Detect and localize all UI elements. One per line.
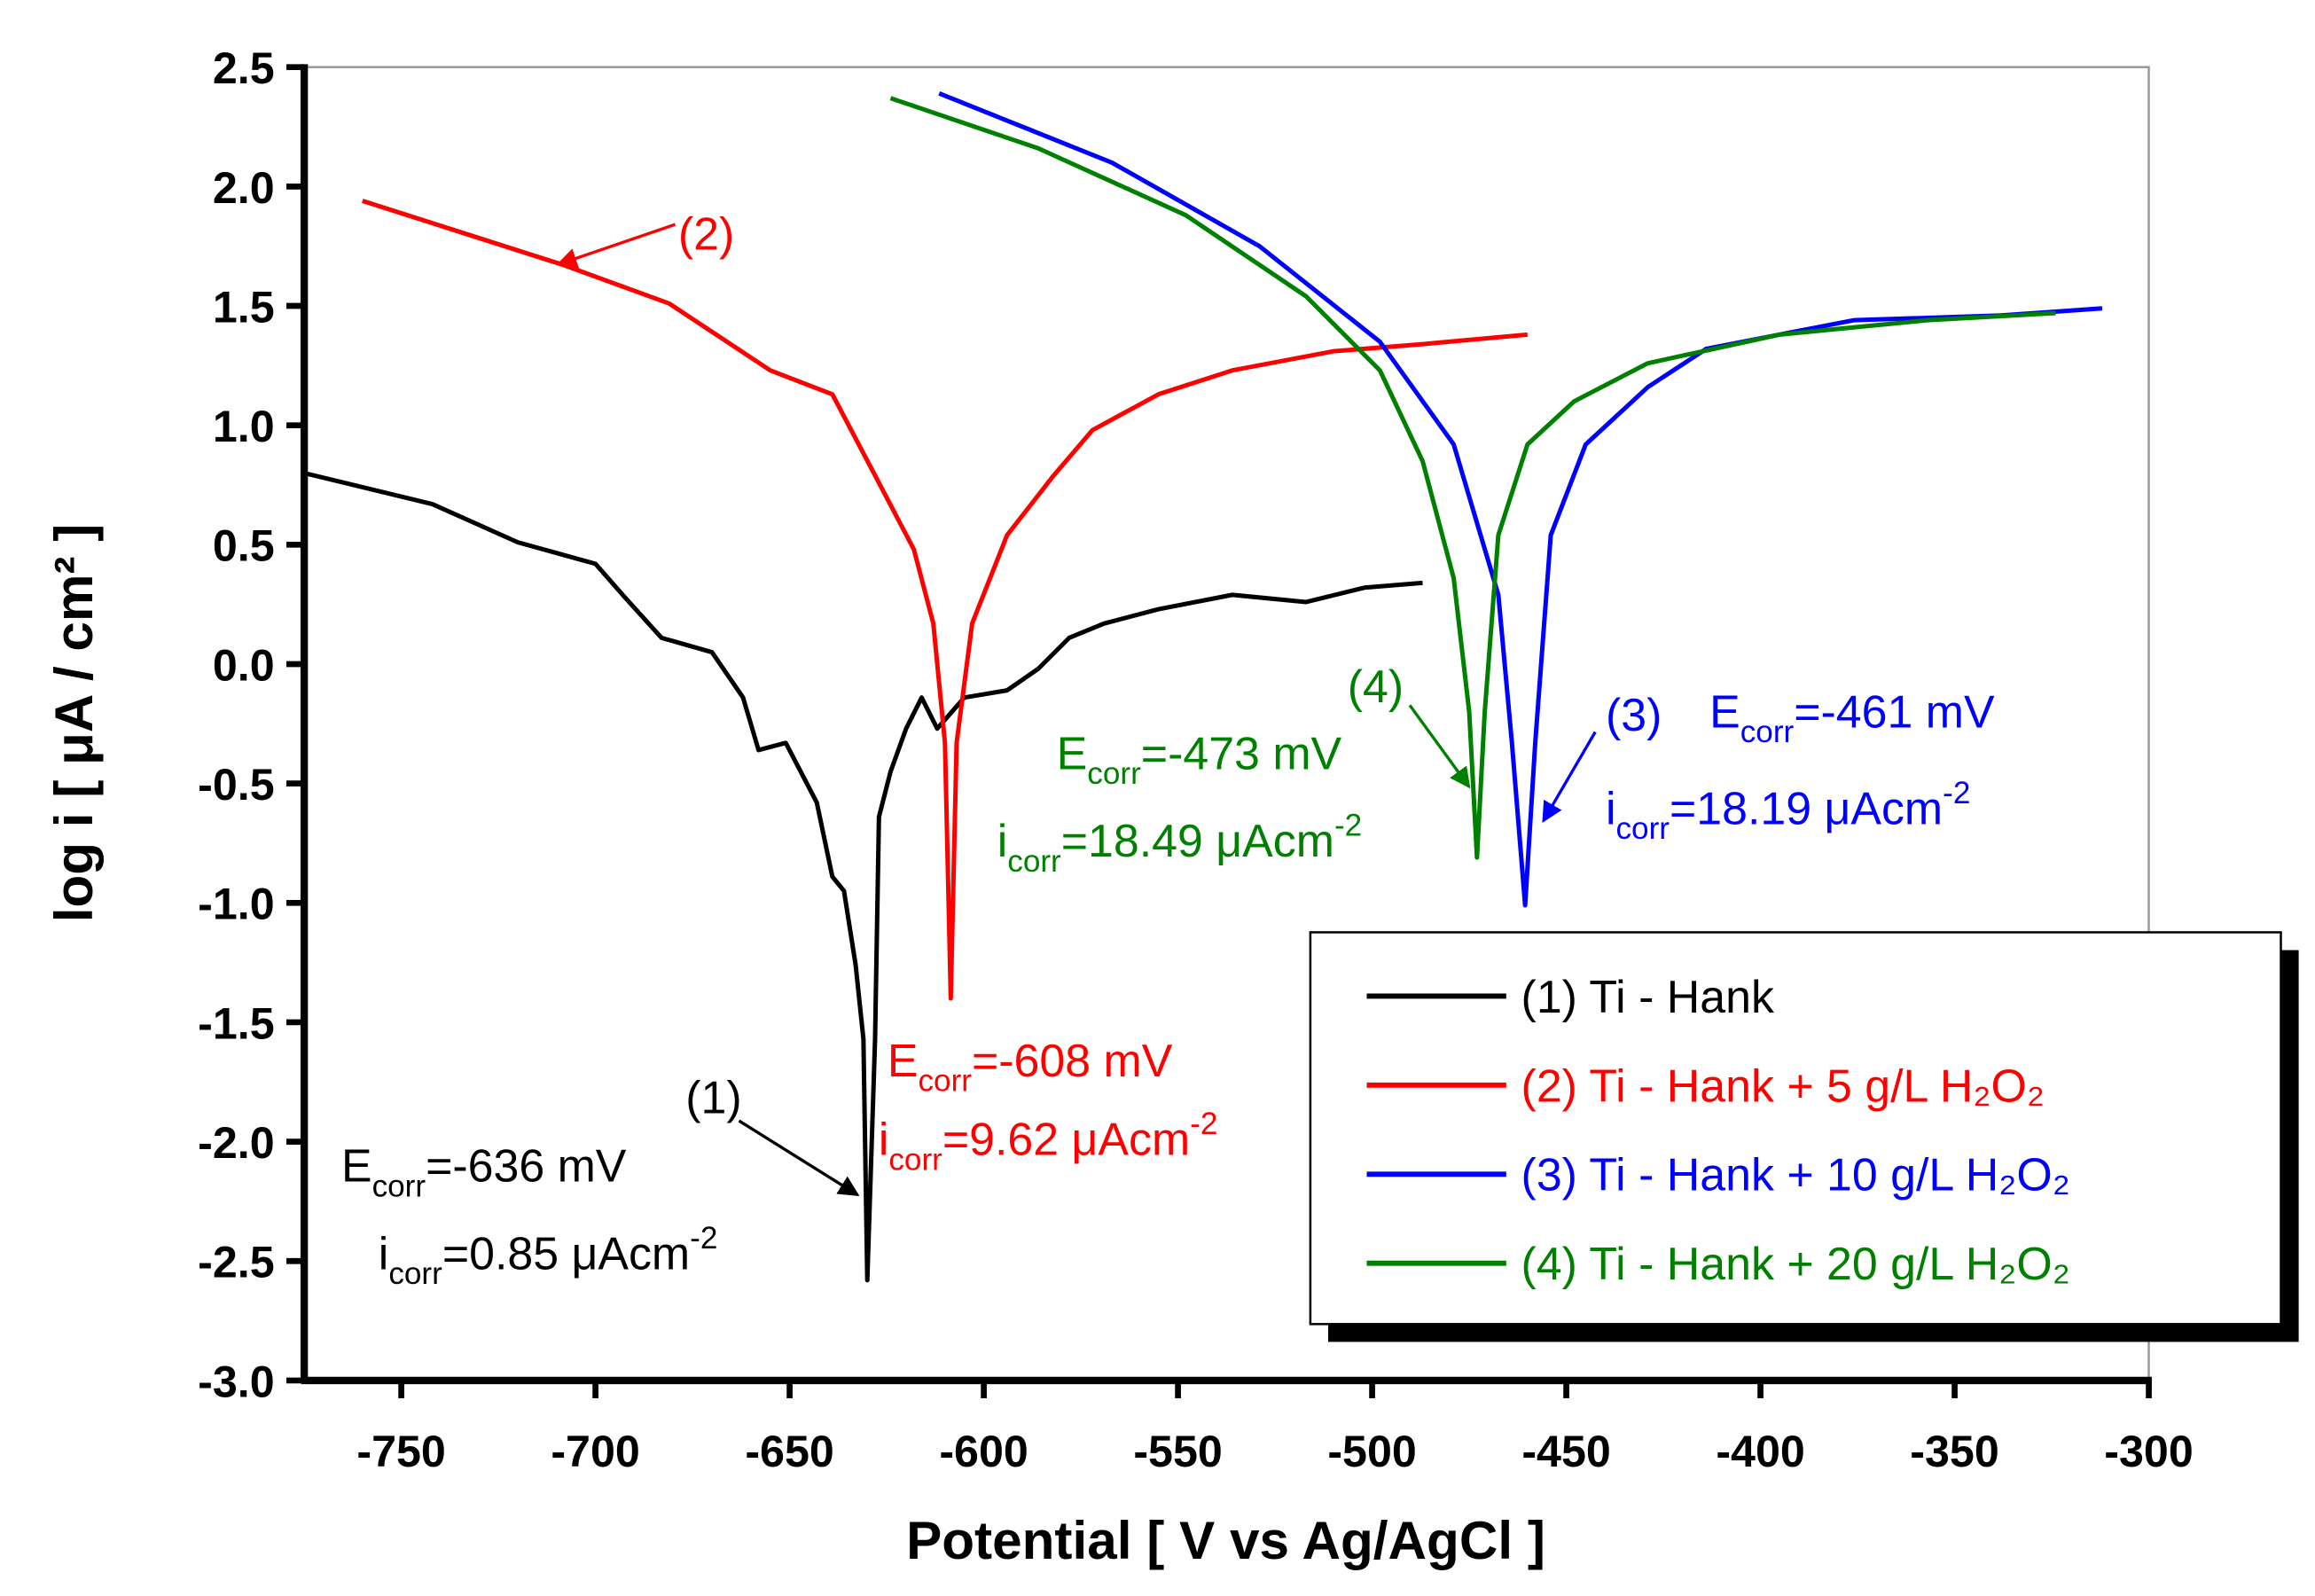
- y-tick-label: -2.5: [198, 1238, 275, 1287]
- x-tick-label: -600: [939, 1427, 1028, 1476]
- x-tick-label: -750: [356, 1427, 445, 1476]
- x-tick-label: -700: [551, 1427, 639, 1476]
- annotation-part: i: [1606, 782, 1616, 833]
- annotation-part: E: [1709, 685, 1740, 737]
- annotation-part: corr: [918, 1064, 972, 1099]
- annotation-part: =-608 mV: [972, 1035, 1173, 1086]
- x-tick-label: -650: [745, 1427, 833, 1476]
- legend-label: (3) Ti - Hank + 10 g/L H₂O₂: [1521, 1149, 2070, 1201]
- annotation-part: corr: [1740, 715, 1795, 749]
- arrow: [1408, 704, 1471, 789]
- annotation: icorr=0.85 μAcm-2: [379, 1221, 718, 1291]
- x-tick-label: -350: [1910, 1427, 1998, 1476]
- annotation: (2): [678, 208, 734, 260]
- y-tick-label: 0.5: [213, 521, 275, 571]
- annotation: Ecorr=-461 mV: [1709, 685, 1995, 749]
- annotation: (1): [685, 1072, 741, 1123]
- annotation-part: =0.85 μAcm: [442, 1227, 690, 1279]
- y-tick-label: -0.5: [198, 760, 275, 810]
- arrows: [556, 223, 1597, 1197]
- arrow: [738, 1119, 860, 1197]
- annotation: (3): [1606, 689, 1662, 740]
- annotation-part: corr: [1087, 756, 1141, 791]
- annotation-part: =18.49 μAcm: [1061, 815, 1334, 866]
- annotation-part: -2: [1190, 1107, 1217, 1141]
- legend-label: (1) Ti - Hank: [1521, 971, 1775, 1022]
- annotation-part: corr: [1615, 811, 1670, 846]
- y-tick-label: 0.0: [213, 640, 275, 690]
- annotation-part: -2: [1943, 776, 1970, 810]
- y-tick-label: -1.5: [198, 998, 275, 1048]
- series-line: [362, 199, 1529, 1001]
- y-tick-label: 1.0: [213, 402, 275, 451]
- annotation-part: (3): [1606, 689, 1662, 740]
- annotation-part: =-473 mV: [1141, 727, 1342, 778]
- y-axis-label: log i [ μA / cm² ]: [43, 524, 104, 923]
- annotation-part: i: [879, 1114, 889, 1165]
- annotation: icorr=18.19 μAcm-2: [1606, 776, 1970, 846]
- annotation: icorr=18.49 μAcm-2: [997, 809, 1362, 879]
- x-tick-label: -300: [2104, 1427, 2193, 1476]
- legend-label: (4) Ti - Hank + 20 g/L H₂O₂: [1521, 1238, 2070, 1289]
- arrow: [556, 223, 677, 269]
- annotation-part: (4): [1348, 661, 1404, 712]
- legend-label: (2) Ti - Hank + 5 g/L H₂O₂: [1521, 1060, 2045, 1111]
- x-tick-label: -400: [1716, 1427, 1804, 1476]
- annotation-part: =9.62 μAcm: [942, 1114, 1190, 1165]
- y-tick-label: -2.0: [198, 1118, 275, 1168]
- annotation-part: -2: [690, 1221, 717, 1256]
- arrow: [1542, 731, 1597, 823]
- annotation-part: =-636 mV: [426, 1140, 627, 1192]
- annotation-part: corr: [372, 1169, 426, 1203]
- annotation: icorr=9.62 μAcm-2: [879, 1107, 1218, 1177]
- series-line: [303, 471, 1423, 1283]
- annotation-part: E: [341, 1140, 372, 1192]
- annotation: Ecorr=-636 mV: [341, 1140, 627, 1204]
- x-axis-label: Potential [ V vs Ag/AgCl ]: [906, 1510, 1545, 1570]
- annotation-part: corr: [388, 1256, 442, 1291]
- annotation-part: =-461 mV: [1794, 685, 1995, 737]
- annotation-part: =18.19 μAcm: [1670, 782, 1943, 833]
- annotation-part: E: [1057, 727, 1088, 778]
- annotation-part: E: [888, 1035, 919, 1086]
- y-tick-label: -1.0: [198, 880, 275, 929]
- annotation: (4): [1348, 661, 1404, 712]
- annotation-part: i: [379, 1227, 389, 1279]
- x-tick-label: -450: [1521, 1427, 1610, 1476]
- annotation-part: (2): [678, 208, 734, 260]
- annotation-part: i: [997, 815, 1008, 866]
- x-tick-label: -550: [1133, 1427, 1222, 1476]
- annotation-part: (1): [685, 1072, 741, 1123]
- annotation-part: corr: [888, 1142, 942, 1177]
- y-tick-label: 2.5: [213, 43, 275, 93]
- y-tick-label: -3.0: [198, 1357, 275, 1406]
- y-tick-label: 2.0: [213, 163, 275, 213]
- annotation-part: -2: [1334, 809, 1362, 843]
- annotation: Ecorr=-608 mV: [888, 1035, 1173, 1099]
- annotation-part: corr: [1007, 844, 1061, 879]
- y-tick-label: 1.5: [213, 282, 275, 332]
- series-line: [889, 96, 2056, 860]
- x-tick-label: -500: [1327, 1427, 1416, 1476]
- annotation: Ecorr=-473 mV: [1057, 727, 1342, 791]
